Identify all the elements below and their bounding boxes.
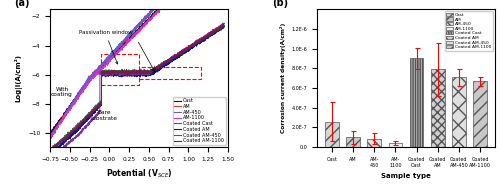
AM-1100 (132, 34, 138, 37)
Text: (a): (a) (14, 0, 30, 8)
AM-450 (127, 33, 133, 35)
Coated AM-1100 (127, 70, 133, 72)
Coated AM-1100 (216, 28, 222, 30)
Coated AM-1100 (47, 150, 53, 152)
Coated Cast (132, 70, 138, 72)
AM-450 (56, 122, 62, 124)
Coated AM-1100 (216, 28, 222, 30)
X-axis label: Potential (V$_{SCE}$): Potential (V$_{SCE}$) (106, 167, 172, 180)
AM-450 (132, 30, 138, 32)
Cast (127, 36, 133, 38)
AM (127, 32, 133, 35)
Cast (56, 122, 62, 124)
Text: With
coating: With coating (51, 87, 72, 97)
Line: Coated Cast: Coated Cast (50, 25, 224, 152)
Bar (140, 67, 201, 79)
Coated AM-450 (48, 158, 54, 160)
AM-1100 (47, 137, 53, 139)
Bar (410, 59, 424, 147)
Coated Cast (47, 150, 53, 152)
Cast (132, 33, 138, 36)
Coated AM-450 (56, 149, 62, 151)
AM-1100 (127, 38, 133, 40)
Coated AM-450 (184, 46, 190, 48)
Coated AM-1100 (221, 24, 227, 26)
Coated AM (216, 28, 222, 31)
Coated Cast (127, 70, 133, 72)
Coated AM-450 (216, 25, 222, 28)
Coated Cast (221, 25, 227, 27)
Bar (325, 122, 339, 147)
Coated Cast (221, 24, 227, 26)
AM-450 (47, 136, 53, 139)
AM-1100 (47, 137, 53, 139)
Cast (47, 132, 53, 134)
Cast (48, 134, 54, 136)
AM-1100 (56, 123, 62, 126)
Bar (368, 139, 381, 147)
Coated AM (56, 146, 62, 148)
Coated Cast (216, 29, 222, 32)
Coated AM-450 (216, 26, 222, 29)
Legend: Cast, AM, AM-450, AM-1100, Coated Cast, Coated AM, Coated AM-450, Coated AM-1100: Cast, AM, AM-450, AM-1100, Coated Cast, … (445, 11, 493, 51)
Line: Coated AM: Coated AM (50, 26, 224, 156)
Coated AM-1100 (132, 71, 138, 73)
Coated Cast (56, 142, 62, 144)
Line: Cast: Cast (50, 0, 224, 135)
Coated AM (132, 74, 138, 76)
Coated AM (221, 26, 227, 28)
Bar (452, 77, 466, 147)
Line: Coated AM-1100: Coated AM-1100 (50, 24, 224, 153)
Coated AM-1100 (184, 49, 190, 51)
Bar (346, 137, 360, 147)
Bar (388, 143, 402, 147)
Coated AM-450 (47, 158, 53, 160)
Coated AM-450 (221, 22, 227, 24)
Coated AM (216, 29, 222, 31)
Bar (102, 54, 140, 85)
Coated Cast (184, 49, 190, 51)
Coated Cast (47, 151, 53, 153)
Y-axis label: Log|i(A/cm²): Log|i(A/cm²) (14, 54, 22, 102)
Coated AM (127, 73, 133, 76)
Line: AM-450: AM-450 (50, 0, 224, 139)
Line: AM-1100: AM-1100 (50, 0, 224, 138)
Coated AM-450 (127, 72, 133, 75)
AM (47, 137, 53, 139)
Coated AM (47, 154, 53, 157)
Coated Cast (216, 29, 222, 31)
Legend: Cast, AM, AM-450, AM-1100, Coated Cast, Coated AM, Coated AM-450, Coated AM-1100: Cast, AM, AM-450, AM-1100, Coated Cast, … (173, 97, 226, 145)
Coated AM-1100 (56, 142, 62, 145)
Coated AM-1100 (220, 23, 226, 25)
AM (47, 138, 53, 140)
AM (56, 123, 62, 125)
AM (132, 28, 138, 30)
Coated AM (184, 49, 190, 52)
Line: AM: AM (50, 0, 224, 139)
Text: Bare
substrate: Bare substrate (90, 110, 118, 121)
Line: Coated AM-450: Coated AM-450 (50, 23, 224, 159)
Coated AM (48, 155, 54, 157)
Coated AM (220, 25, 226, 27)
Y-axis label: Corrosion current density(A/cm²): Corrosion current density(A/cm²) (280, 23, 286, 133)
Bar (473, 81, 487, 147)
Coated AM-450 (221, 22, 227, 25)
X-axis label: Sample type: Sample type (381, 173, 431, 179)
Bar (431, 69, 444, 147)
Text: Passivation window: Passivation window (78, 30, 132, 64)
Coated AM-1100 (47, 151, 53, 154)
AM-450 (47, 138, 53, 140)
Text: (b): (b) (272, 0, 288, 8)
Coated AM-450 (132, 73, 138, 75)
